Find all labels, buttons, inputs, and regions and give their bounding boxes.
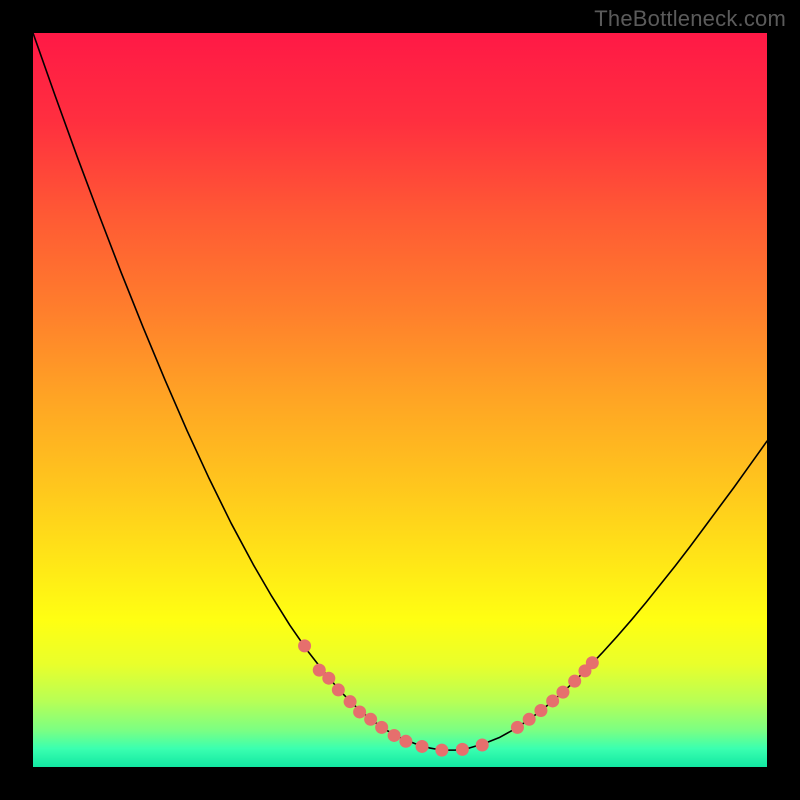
highlight-dot: [435, 744, 448, 757]
highlight-dot: [546, 694, 559, 707]
highlight-dot: [399, 735, 412, 748]
highlight-dot: [586, 656, 599, 669]
highlight-dot: [534, 704, 547, 717]
highlight-dot: [476, 738, 489, 751]
highlight-dot: [353, 705, 366, 718]
watermark-text: TheBottleneck.com: [594, 6, 786, 32]
highlight-dot: [375, 721, 388, 734]
highlight-dot: [298, 639, 311, 652]
highlight-dot: [332, 683, 345, 696]
highlight-dot: [416, 740, 429, 753]
highlight-dot: [511, 721, 524, 734]
highlight-dot: [556, 686, 569, 699]
highlight-dot: [344, 695, 357, 708]
highlight-dot: [523, 713, 536, 726]
highlight-dot: [322, 672, 335, 685]
highlight-dot: [388, 729, 401, 742]
chart-container: TheBottleneck.com: [0, 0, 800, 800]
highlight-dot: [568, 675, 581, 688]
highlight-dot: [364, 713, 377, 726]
highlight-dot: [456, 743, 469, 756]
chart-plot: [33, 33, 767, 767]
gradient-background: [33, 33, 767, 767]
